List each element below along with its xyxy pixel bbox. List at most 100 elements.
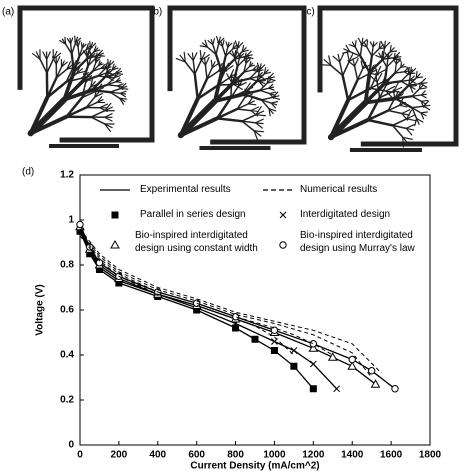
branch [363, 96, 398, 105]
branch [393, 52, 396, 61]
branch [386, 57, 389, 68]
branch [187, 53, 194, 62]
branch [206, 70, 220, 80]
branch [215, 42, 220, 56]
branch [65, 67, 74, 83]
branch [400, 79, 411, 82]
branch [366, 46, 373, 57]
branch [381, 57, 388, 68]
y-axis-label: Voltage (V) [35, 284, 46, 335]
branch [85, 45, 91, 51]
branch [245, 57, 248, 64]
branch [385, 90, 394, 99]
branch [253, 130, 265, 133]
branch [92, 64, 100, 72]
branch [196, 77, 209, 101]
branch [337, 53, 341, 63]
branch [381, 51, 384, 59]
branch [99, 107, 108, 113]
branch [255, 114, 267, 117]
branch [243, 69, 254, 73]
branch [369, 74, 378, 83]
branch [250, 106, 260, 112]
branch [234, 47, 239, 60]
branch [391, 124, 407, 130]
branch [200, 54, 210, 61]
branch [394, 90, 399, 99]
branch [378, 44, 384, 50]
branch [244, 82, 251, 92]
marker [348, 355, 356, 364]
branch [60, 60, 65, 68]
marker [327, 352, 338, 361]
branch [104, 106, 114, 112]
branch [420, 112, 427, 117]
branch [341, 50, 351, 54]
branch [66, 66, 76, 70]
branch [217, 76, 231, 86]
branch [210, 38, 214, 46]
branch [378, 90, 395, 99]
branch [241, 120, 257, 124]
marker [309, 340, 318, 348]
branch [178, 116, 220, 138]
branch [258, 81, 266, 85]
branch [220, 40, 224, 48]
branch [77, 46, 80, 58]
branch [237, 79, 244, 87]
branch [341, 74, 350, 102]
branch [253, 130, 259, 141]
branch [85, 101, 98, 109]
branch [357, 37, 363, 46]
branch [411, 88, 421, 97]
marker [309, 385, 317, 393]
branch [236, 103, 249, 110]
branch [406, 114, 416, 120]
marker [370, 379, 381, 388]
branch [66, 61, 72, 70]
branch [369, 81, 384, 90]
branch [415, 76, 424, 79]
branch [420, 99, 429, 102]
branch [86, 55, 89, 67]
branch [329, 64, 344, 77]
y-tick-label: 1 [68, 215, 74, 226]
branch [393, 81, 400, 92]
x-tick-label: 1200 [302, 450, 325, 461]
branch [109, 91, 121, 99]
branch [221, 45, 227, 57]
branch [394, 93, 404, 99]
panel-label: (b) [150, 7, 162, 18]
branch [245, 50, 252, 57]
branch [111, 65, 117, 71]
branch [268, 108, 271, 117]
branch [376, 69, 387, 75]
branch [375, 54, 383, 59]
branch [104, 123, 113, 129]
branch [346, 51, 350, 62]
branch [204, 56, 210, 66]
branch [90, 52, 94, 59]
branch [236, 108, 252, 112]
branch [238, 52, 242, 59]
branch [385, 81, 395, 86]
branch [201, 42, 208, 48]
branch [64, 43, 73, 55]
branch [369, 72, 379, 76]
branch [403, 70, 410, 73]
branch [215, 117, 244, 123]
branch [375, 73, 378, 83]
x-tick-label: 1800 [419, 450, 442, 461]
branch [400, 80, 411, 88]
branch [109, 87, 122, 93]
branch [372, 41, 375, 48]
branch [211, 61, 216, 69]
branch [418, 84, 425, 90]
panel-label: (a) [2, 7, 14, 18]
branch [250, 109, 259, 117]
branch [224, 65, 234, 72]
branch [80, 77, 91, 82]
branch [263, 69, 269, 75]
branch [62, 79, 85, 102]
